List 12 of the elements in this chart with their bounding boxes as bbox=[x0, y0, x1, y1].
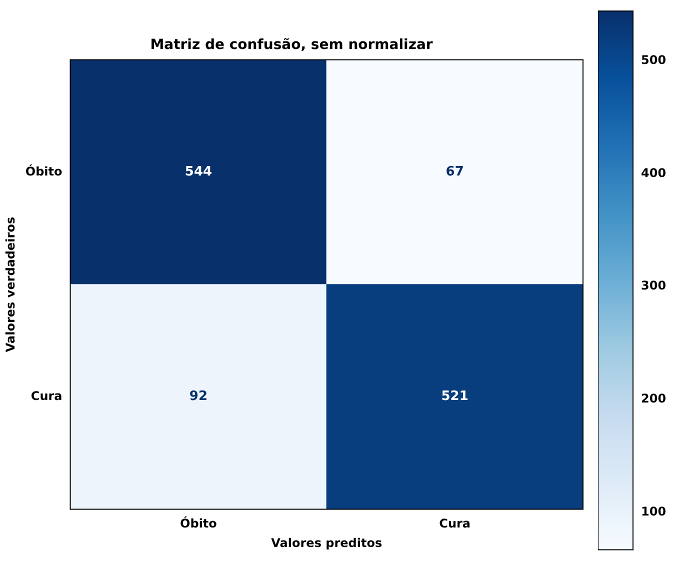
data-label: 92 bbox=[189, 389, 208, 404]
color-bar-label: 100 bbox=[641, 504, 666, 519]
color-bar-label: 500 bbox=[641, 52, 666, 67]
data-label: 67 bbox=[446, 164, 464, 180]
color-bar-label: 300 bbox=[641, 278, 666, 293]
data-label: 521 bbox=[441, 389, 468, 404]
color-bar-label: 400 bbox=[641, 166, 666, 180]
color-bar-label: 200 bbox=[641, 392, 666, 406]
x-axis-title: Valores preditos bbox=[271, 536, 382, 550]
data-label: 544 bbox=[184, 164, 212, 180]
chart-title: Matriz de confusão, sem normalizar bbox=[150, 37, 433, 54]
y-axis-title: Valores verdadeiros bbox=[3, 216, 18, 352]
